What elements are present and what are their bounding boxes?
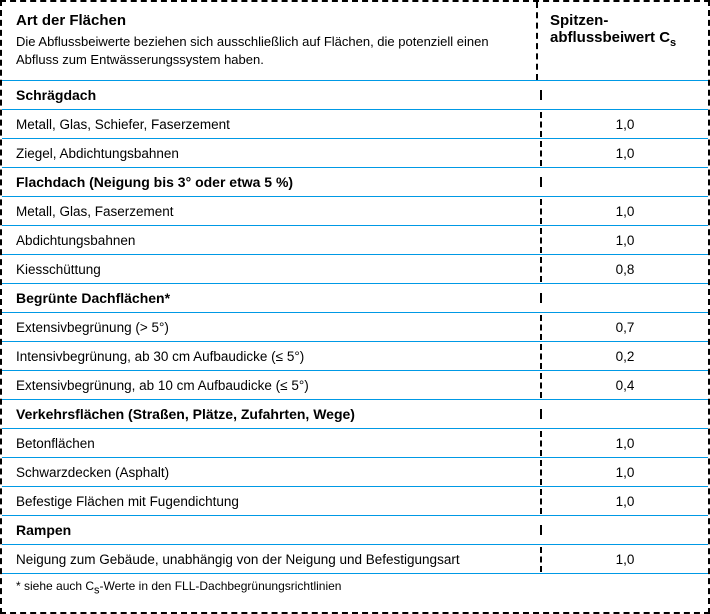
row-label: Extensivbegrünung (> 5°) (2, 315, 540, 340)
section-label: Begrünte Dachflächen* (2, 285, 540, 311)
table-row: Schwarzdecken (Asphalt)1,0 (2, 458, 708, 487)
row-value: 0,7 (540, 315, 708, 340)
row-label: Befestige Flächen mit Fugendichtung (2, 489, 540, 514)
section-row: Rampen (2, 516, 708, 545)
row-label: Abdichtungsbahnen (2, 228, 540, 253)
row-value: 0,4 (540, 373, 708, 398)
table-footnote: * siehe auch Cs-Werte in den FLL-Dachbeg… (2, 574, 708, 602)
row-value: 0,2 (540, 344, 708, 369)
row-value: 1,0 (540, 460, 708, 485)
table-body: SchrägdachMetall, Glas, Schiefer, Faserz… (2, 81, 708, 574)
row-value: 1,0 (540, 431, 708, 456)
row-value: 1,0 (540, 199, 708, 224)
header-value-line2: abflussbeiwert Cs (550, 29, 700, 49)
section-label: Schrägdach (2, 82, 540, 108)
header-value-line2-prefix: abflussbeiwert C (550, 29, 670, 46)
row-label: Schwarzdecken (Asphalt) (2, 460, 540, 485)
section-row: Schrägdach (2, 81, 708, 110)
row-value (540, 177, 708, 187)
section-row: Verkehrsflächen (Straßen, Plätze, Zufahr… (2, 400, 708, 429)
section-row: Flachdach (Neigung bis 3° oder etwa 5 %) (2, 168, 708, 197)
table-row: Abdichtungsbahnen1,0 (2, 226, 708, 255)
table-row: Metall, Glas, Schiefer, Faserzement1,0 (2, 110, 708, 139)
row-value (540, 293, 708, 303)
row-value: 1,0 (540, 228, 708, 253)
table-row: Betonflächen1,0 (2, 429, 708, 458)
row-value (540, 525, 708, 535)
table-row: Neigung zum Gebäude, unabhängig von der … (2, 545, 708, 574)
header-value-line2-sub: s (670, 37, 676, 49)
row-value: 1,0 (540, 489, 708, 514)
table-container: Art der Flächen Die Abflussbeiwerte bezi… (0, 0, 710, 614)
section-label: Flachdach (Neigung bis 3° oder etwa 5 %) (2, 169, 540, 195)
section-label: Rampen (2, 517, 540, 543)
row-label: Betonflächen (2, 431, 540, 456)
header-value-line1: Spitzen- (550, 12, 700, 29)
header-cell-value: Spitzen- abflussbeiwert Cs (536, 2, 708, 80)
table-header-row: Art der Flächen Die Abflussbeiwerte bezi… (2, 2, 708, 81)
footnote-prefix: * siehe auch C (16, 579, 94, 593)
row-value: 1,0 (540, 112, 708, 137)
row-label: Metall, Glas, Schiefer, Faserzement (2, 112, 540, 137)
row-label: Metall, Glas, Faserzement (2, 199, 540, 224)
row-value: 1,0 (540, 141, 708, 166)
table-row: Intensivbegrünung, ab 30 cm Aufbaudicke … (2, 342, 708, 371)
table-row: Extensivbegrünung, ab 10 cm Aufbaudicke … (2, 371, 708, 400)
row-value: 0,8 (540, 257, 708, 282)
row-label: Ziegel, Abdichtungsbahnen (2, 141, 540, 166)
header-subtitle: Die Abflussbeiwerte beziehen sich aussch… (16, 33, 522, 68)
row-value (540, 409, 708, 419)
row-value (540, 90, 708, 100)
row-label: Neigung zum Gebäude, unabhängig von der … (2, 547, 540, 572)
section-row: Begrünte Dachflächen* (2, 284, 708, 313)
row-label: Kiesschüttung (2, 257, 540, 282)
header-cell-label: Art der Flächen Die Abflussbeiwerte bezi… (2, 2, 536, 80)
table-row: Metall, Glas, Faserzement1,0 (2, 197, 708, 226)
table-row: Kiesschüttung0,8 (2, 255, 708, 284)
table-row: Befestige Flächen mit Fugendichtung1,0 (2, 487, 708, 516)
row-label: Intensivbegrünung, ab 30 cm Aufbaudicke … (2, 344, 540, 369)
section-label: Verkehrsflächen (Straßen, Plätze, Zufahr… (2, 401, 540, 427)
table-row: Extensivbegrünung (> 5°)0,7 (2, 313, 708, 342)
footnote-suffix: -Werte in den FLL-Dachbegrünungsrichtlin… (100, 579, 342, 593)
row-label: Extensivbegrünung, ab 10 cm Aufbaudicke … (2, 373, 540, 398)
row-value: 1,0 (540, 547, 708, 572)
header-title: Art der Flächen (16, 12, 522, 29)
table-row: Ziegel, Abdichtungsbahnen1,0 (2, 139, 708, 168)
